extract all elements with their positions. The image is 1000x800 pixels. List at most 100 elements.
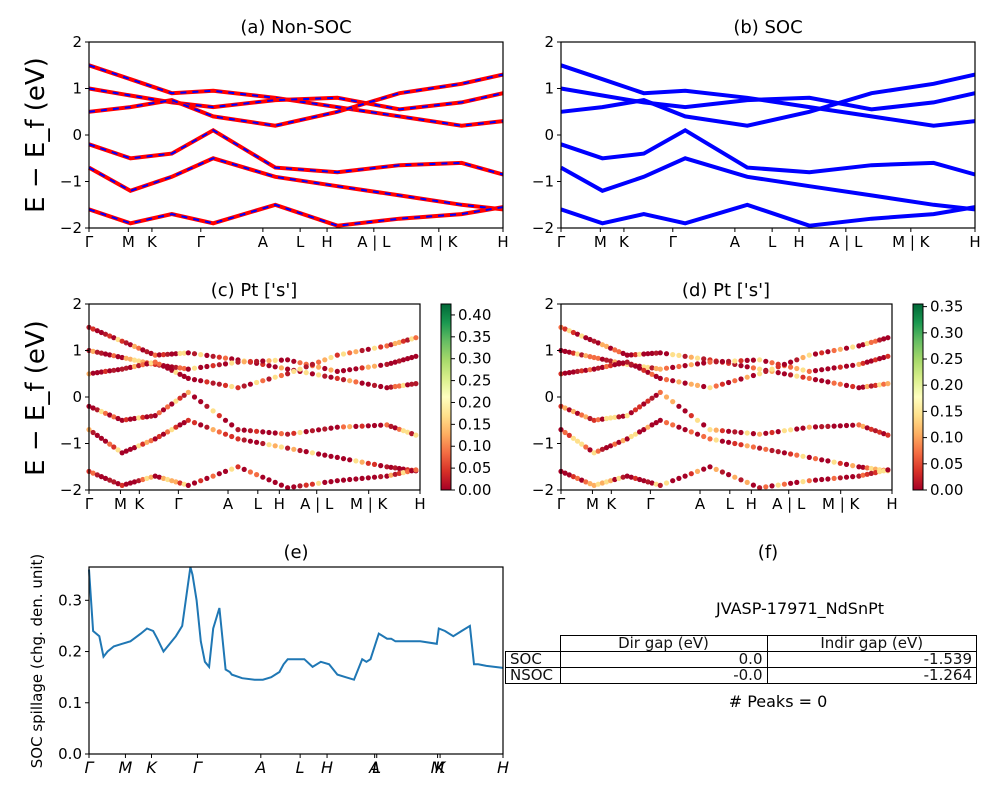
x-tick-label: K <box>435 758 447 777</box>
x-tick-label: Γ <box>85 758 95 777</box>
projection-point <box>612 362 618 368</box>
y-tick-label: 0 <box>72 126 82 144</box>
projection-point <box>165 476 171 483</box>
band-line-1 <box>88 86 504 112</box>
projection-point <box>181 350 187 356</box>
projection-point <box>185 482 191 488</box>
projection-point <box>131 479 138 485</box>
projection-point <box>645 424 651 430</box>
projection-point <box>837 460 843 466</box>
projection-point <box>235 385 241 391</box>
projection-point <box>701 433 707 440</box>
projection-point <box>328 479 334 485</box>
projection-point <box>388 464 394 470</box>
band-dash-3 <box>88 129 504 176</box>
x-tick-label: K <box>146 758 158 777</box>
projection-point <box>831 423 837 429</box>
projection-point <box>856 385 862 391</box>
projection-point <box>649 395 655 401</box>
projection-point <box>744 364 750 370</box>
projection-point <box>750 372 757 379</box>
projection-point <box>570 350 577 356</box>
projection-point <box>144 439 150 445</box>
projection-point <box>198 378 204 384</box>
projection-point <box>384 422 390 428</box>
projection-point <box>136 478 142 484</box>
projection-point <box>235 427 241 433</box>
projection-point <box>800 453 806 459</box>
projection-point <box>94 432 100 438</box>
projection-point <box>676 379 682 385</box>
projection-point <box>204 379 210 385</box>
colorbar-tick-label: 0.20 <box>458 393 491 411</box>
projection-point <box>260 358 266 364</box>
projection-point <box>173 369 179 375</box>
projection-point <box>781 361 788 367</box>
projection-point <box>881 336 887 342</box>
band-line-2 <box>560 72 976 128</box>
projection-point <box>825 366 831 372</box>
projection-point <box>266 477 272 483</box>
projection-point <box>628 352 634 358</box>
projection-point <box>860 472 866 478</box>
projection-point <box>800 425 806 431</box>
projection-point <box>334 368 340 374</box>
projection-point <box>222 382 229 388</box>
projection-point <box>216 362 222 368</box>
projection-point <box>328 367 334 373</box>
projection-point <box>322 426 328 432</box>
row-label-nsoc: NSOC <box>505 667 561 684</box>
projection-point <box>365 381 371 387</box>
projection-point <box>632 352 639 358</box>
projection-point <box>222 468 229 474</box>
projection-point <box>574 331 581 337</box>
projection-point <box>788 372 794 378</box>
projection-point <box>562 429 568 436</box>
projection-point <box>637 351 643 357</box>
band-dash-5 <box>88 203 504 227</box>
projection-point <box>148 413 154 419</box>
projection-point <box>152 352 158 358</box>
projection-point <box>603 415 610 422</box>
projection-point <box>713 383 719 389</box>
projection-point <box>140 476 146 483</box>
projection-point <box>624 436 630 442</box>
projection-point <box>738 429 744 436</box>
projection-point <box>309 481 315 487</box>
projection-point <box>266 358 272 364</box>
projection-point <box>241 383 247 389</box>
projection-point <box>169 367 175 373</box>
projection-point <box>562 348 568 354</box>
projection-point <box>102 410 109 416</box>
projection-point <box>843 345 850 351</box>
projection-point <box>136 345 142 351</box>
projection-point <box>309 361 315 367</box>
gap-table: Dir gap (eV) Indir gap (eV) SOC 0.0 -1.5… <box>505 635 977 684</box>
projection-point <box>763 446 769 452</box>
y-tick-label: −1 <box>60 173 82 191</box>
projection-point <box>616 361 622 367</box>
projection-point <box>260 378 266 384</box>
projection-point <box>812 424 819 430</box>
projection-point <box>378 463 384 469</box>
projection-point <box>405 469 411 475</box>
projection-point <box>843 474 850 480</box>
projection-point <box>864 359 870 365</box>
projection-point <box>670 478 676 484</box>
x-tick-label: H <box>969 233 980 251</box>
y-tick-label: 0.1 <box>58 694 82 712</box>
projection-point <box>628 361 634 367</box>
projection-point <box>148 438 154 444</box>
projection-point <box>825 423 831 429</box>
projection-point <box>241 466 247 472</box>
projection-point <box>316 427 322 433</box>
projection-point <box>347 367 353 373</box>
y-tick-label: −2 <box>60 481 82 499</box>
x-tick-label: H <box>886 495 897 513</box>
projection-point <box>191 351 198 357</box>
projection-point <box>763 484 769 490</box>
projection-point <box>864 471 870 477</box>
projection-point <box>794 426 800 432</box>
projection-point <box>216 381 222 387</box>
projection-point <box>645 351 651 357</box>
